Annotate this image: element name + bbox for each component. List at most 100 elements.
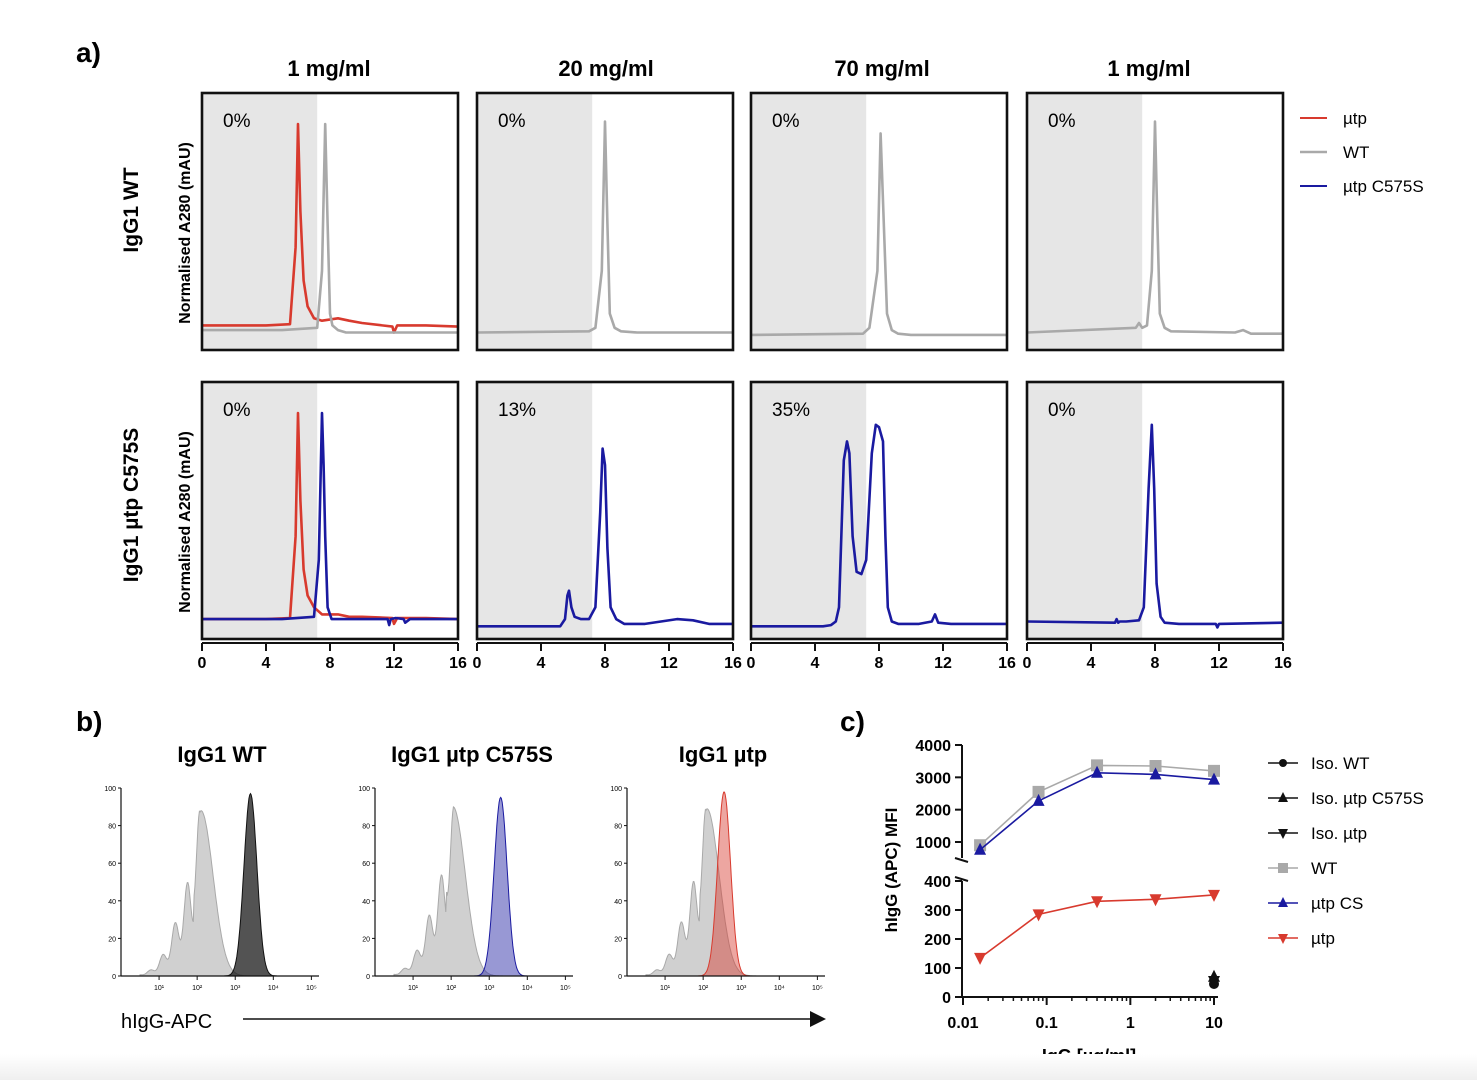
y-tick-label: 80 (108, 824, 116, 831)
x-tick-label: 10² (446, 985, 457, 992)
sec-chart-r1-c1: 0% (200, 91, 460, 352)
series-wt (974, 759, 1220, 852)
legend-label-utp: µtp (1343, 109, 1367, 128)
x-tick-label: 0 (198, 655, 207, 672)
x-tick-label: 4 (537, 655, 546, 672)
aggregate-percent-label: 0% (498, 111, 526, 132)
marker-triangle-up (1091, 765, 1104, 778)
x-tick-label: 10² (698, 985, 709, 992)
x-tick-label: 8 (326, 655, 335, 672)
legend-label: Iso. µtp C575S (1311, 789, 1424, 808)
sec-chart-r1-c4: 0% (1025, 91, 1285, 352)
histogram-sample (140, 792, 312, 977)
series--tp (974, 889, 1220, 965)
legend-label-c575s: µtp C575S (1343, 177, 1424, 196)
panel-label-b: b) (76, 706, 102, 737)
chart-frame (200, 91, 460, 352)
marker-triangle-up (974, 842, 987, 855)
chart-frame (749, 91, 1009, 352)
histogram-sample (394, 796, 566, 977)
chart-frame (1025, 91, 1285, 352)
y-tick-label: 300 (924, 903, 951, 920)
x-tick-label: 16 (1274, 655, 1292, 672)
trace-utp (202, 411, 459, 626)
legend-label-wt: WT (1343, 143, 1369, 162)
x-tick-label: 0 (473, 655, 482, 672)
y-tick-label: 400 (924, 874, 951, 891)
x-tick-label: 1 (1126, 1015, 1135, 1032)
series-line (979, 771, 1215, 851)
x-tick-label: 10⁴ (522, 985, 533, 992)
monomer-shaded-region (751, 93, 867, 350)
trace-wt (1026, 120, 1283, 336)
legend-label: Iso. µtp (1311, 824, 1367, 843)
y-tick-label: 200 (924, 932, 951, 949)
sec-chart-r2-c4: 0% (1025, 380, 1285, 641)
monomer-shaded-region (751, 382, 867, 639)
marker-square (1278, 863, 1288, 873)
column-title-4: 1 mg/ml (1107, 56, 1190, 81)
flow-x-axis-arrowhead (810, 1011, 826, 1027)
titration-y-axis-label: hIgG (APC) MFI (882, 808, 901, 933)
legend-label: Iso. WT (1311, 754, 1370, 773)
marker-circle (1279, 759, 1287, 767)
sec-x-axis: 0 4 8 12 16 0 4 8 12 16 0 4 8 12 16 0 4 8 12 16 (198, 642, 1292, 672)
y-tick-label: 0 (366, 974, 370, 981)
marker-square (1149, 760, 1162, 773)
chart-frame (1025, 380, 1285, 641)
histogram-sample (646, 791, 818, 977)
x-tick-label: 10⁵ (812, 985, 823, 992)
aggregate-percent-label: 0% (1048, 111, 1076, 132)
y-tick-label: 20 (108, 936, 116, 943)
marker-triangle-up (1278, 792, 1288, 802)
x-tick-label: 16 (998, 655, 1016, 672)
sec-chart-r2-c2: 13% (475, 380, 735, 641)
axis-break-mark (954, 876, 969, 882)
sec-chart-r1-c2: 0% (475, 91, 735, 352)
trace-cs (202, 411, 458, 627)
marker-triangle-up (1278, 897, 1288, 907)
marker-triangle-up (1032, 793, 1045, 806)
y-tick-label: 40 (108, 899, 116, 906)
histogram-panel-2: IgG1 µtp C575S 0 20 40 60 80 100 10¹ 10² 10³ 10⁴ 10… (358, 742, 573, 992)
histogram-title: IgG1 µtp C575S (391, 742, 553, 767)
x-tick-label: 0.01 (947, 1015, 978, 1032)
marker-square (1208, 764, 1220, 777)
y-tick-label: 40 (614, 899, 622, 906)
sec-chart-r2-c1: 0% (200, 380, 460, 641)
chart-frame (475, 380, 735, 641)
panel-c-binding-titration: c) 0 100 200 300 400 1000 2000 3000 4000 0.01 0.1 1… (840, 706, 1424, 1066)
y-tick-label: 20 (614, 936, 622, 943)
y-tick-label: 20 (362, 936, 370, 943)
y-tick-label: 80 (362, 824, 370, 831)
axis-break-mark (954, 857, 969, 863)
trace-wt (750, 132, 1007, 337)
marker-triangle-down (1208, 889, 1220, 902)
y-tick-label: 1000 (915, 835, 951, 852)
x-tick-label: 10¹ (154, 985, 165, 992)
marker-triangle-down (1208, 976, 1220, 989)
row-title-wt: IgG1 WT (120, 167, 143, 252)
y-tick-label: 0 (942, 990, 951, 1007)
y-tick-label: 2000 (915, 803, 951, 820)
aggregate-percent-label: 0% (772, 111, 800, 132)
marker-triangle-down (1278, 829, 1288, 839)
y-axis-label-row2: Normalised A280 (mAU) (177, 431, 194, 613)
trace-cs (477, 447, 733, 628)
series--tp-cs (974, 765, 1220, 855)
titration-chart: 0 100 200 300 400 1000 2000 3000 4000 0.01 0.1 1 10 (915, 738, 1223, 1032)
y-tick-label: 80 (614, 824, 622, 831)
y-tick-label: 60 (614, 861, 622, 868)
sec-chart-grid: 0% 0% 0% 0% 0% 13% 35% 0% (200, 91, 1285, 641)
x-tick-label: 10¹ (660, 985, 671, 992)
x-tick-label: 4 (811, 655, 820, 672)
titration-legend: Iso. WT Iso. µtp C575S Iso. µtp WT µtp CS µtp (1268, 754, 1424, 948)
y-tick-label: 4000 (915, 738, 951, 755)
marker-triangle-up (1208, 772, 1220, 785)
marker-triangle-up (1149, 767, 1162, 780)
legend-label: µtp CS (1311, 894, 1363, 913)
x-tick-label: 10² (192, 985, 203, 992)
x-tick-label: 12 (660, 655, 678, 672)
y-tick-label: 100 (104, 786, 116, 793)
